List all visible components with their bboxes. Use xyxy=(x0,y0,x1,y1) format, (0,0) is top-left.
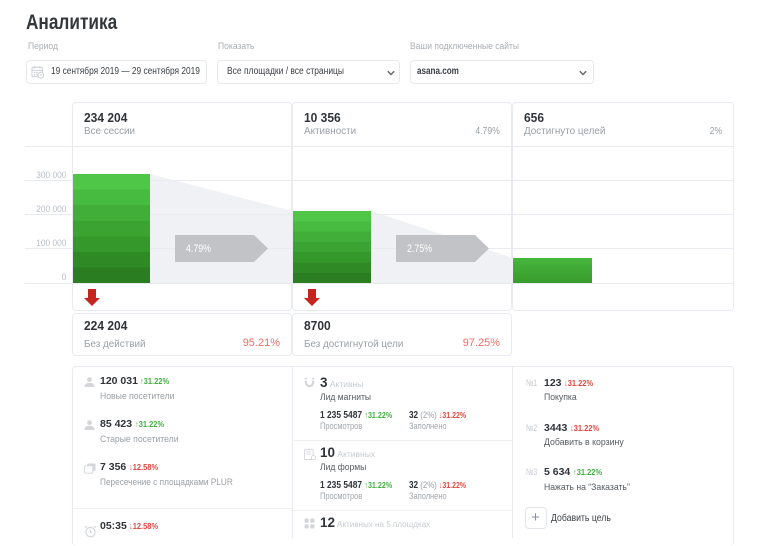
svg-text:4.79%: 4.79% xyxy=(186,243,211,255)
svg-text:2.75%: 2.75% xyxy=(407,243,432,255)
